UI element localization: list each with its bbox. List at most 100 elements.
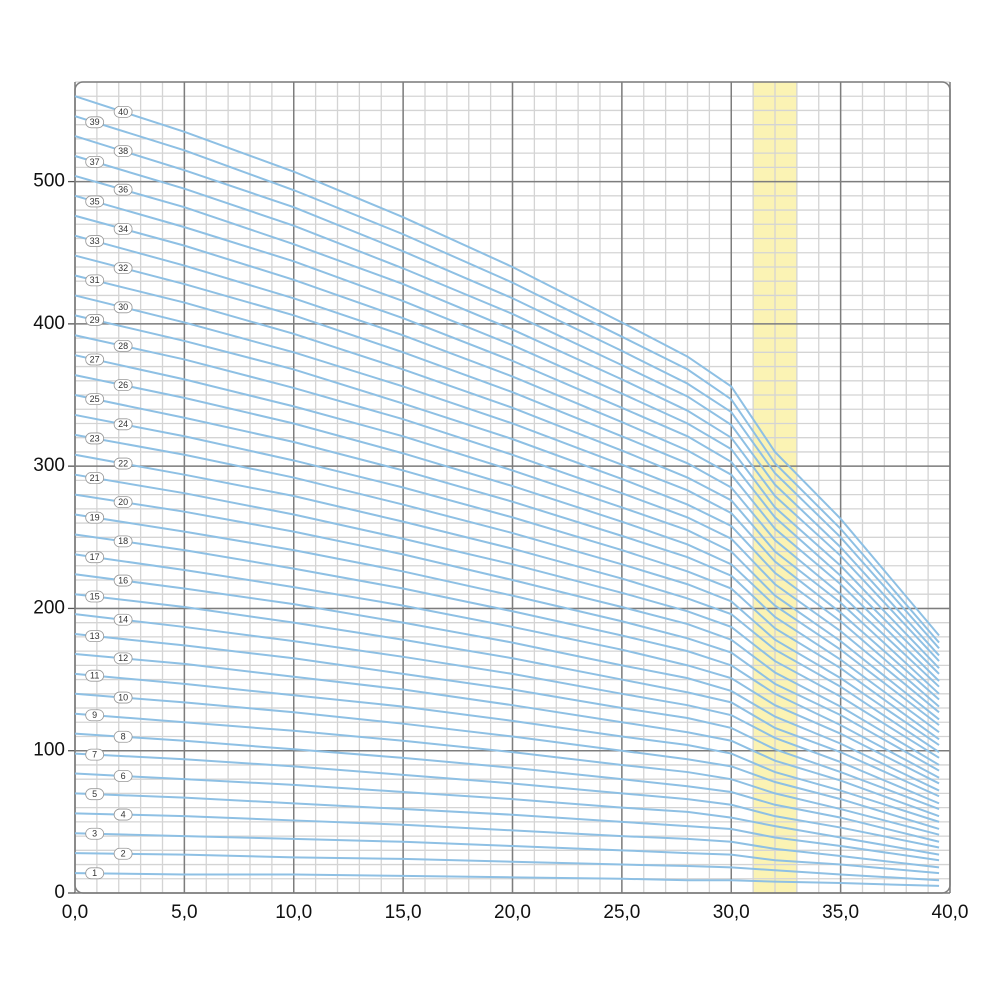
label-pill xyxy=(85,551,105,564)
curve-label: 17 xyxy=(85,551,105,564)
series-label: 8 xyxy=(121,732,126,742)
curve xyxy=(74,453,940,753)
series-label: 1 xyxy=(92,868,97,878)
curve xyxy=(74,254,940,688)
series-label: 4 xyxy=(121,809,126,819)
curve xyxy=(74,493,940,766)
curve-label: 9 xyxy=(85,709,105,722)
curve xyxy=(74,473,940,759)
curve xyxy=(74,533,940,779)
x-tick-label: 30,0 xyxy=(713,902,750,923)
series-label: 12 xyxy=(118,653,128,663)
curve xyxy=(74,672,940,823)
label-pill xyxy=(85,116,105,129)
label-pill xyxy=(113,808,133,821)
label-pill xyxy=(85,314,105,326)
label-pill xyxy=(113,496,133,509)
label-pill xyxy=(113,574,133,587)
series-label: 17 xyxy=(90,552,100,562)
label-pill xyxy=(85,748,105,761)
label-pill xyxy=(113,145,133,157)
curve-label: 26 xyxy=(113,379,133,392)
label-pill xyxy=(85,827,105,840)
x-tick-label: 25,0 xyxy=(603,902,640,923)
curve-label: 3 xyxy=(85,827,105,840)
series-label: 23 xyxy=(90,433,100,443)
series-label: 40 xyxy=(118,107,128,117)
series-label: 19 xyxy=(90,512,100,522)
series-label: 25 xyxy=(90,394,100,404)
series-label: 5 xyxy=(92,789,97,799)
series-label: 35 xyxy=(90,196,100,206)
curve xyxy=(74,652,940,818)
curve xyxy=(74,135,940,649)
curve xyxy=(74,732,940,843)
curve-label: 24 xyxy=(113,418,133,431)
curve-label: 5 xyxy=(85,788,105,801)
x-tick-label: 10,0 xyxy=(275,902,312,923)
curve-label: 6 xyxy=(113,770,133,782)
curve xyxy=(74,832,940,875)
series-label: 22 xyxy=(118,458,128,468)
curve-label: 37 xyxy=(85,155,105,168)
series-label: 10 xyxy=(118,692,128,702)
curve xyxy=(74,433,940,746)
curve xyxy=(74,394,940,734)
curve-label: 1 xyxy=(85,867,105,880)
x-tick-label: 5,0 xyxy=(171,902,197,923)
curve-label: 10 xyxy=(113,691,133,704)
label-pill xyxy=(113,691,133,704)
curve-label: 14 xyxy=(113,613,133,626)
label-pill xyxy=(85,393,105,406)
series-label: 3 xyxy=(92,829,97,839)
curve-label: 11 xyxy=(85,669,105,682)
label-pill xyxy=(85,195,105,208)
y-tick-label: 0 xyxy=(54,882,65,903)
series-label: 13 xyxy=(90,631,100,641)
label-pill xyxy=(113,770,133,782)
curve xyxy=(74,513,940,772)
curve xyxy=(74,613,940,805)
curve-label: 23 xyxy=(85,432,105,445)
curve xyxy=(74,812,940,869)
series-label: 20 xyxy=(118,497,128,507)
curve-label: 39 xyxy=(85,116,105,129)
series-label: 18 xyxy=(118,536,128,546)
label-pill xyxy=(113,418,133,431)
series-label: 2 xyxy=(121,849,126,859)
curve-label: 8 xyxy=(113,730,133,743)
series-label: 7 xyxy=(92,749,97,759)
label-pill xyxy=(85,867,105,880)
curve-label: 4 xyxy=(113,808,133,821)
curve xyxy=(74,354,940,721)
curve xyxy=(74,374,940,726)
label-pill xyxy=(113,222,133,235)
curve-label: 36 xyxy=(113,183,133,196)
curve xyxy=(74,872,940,887)
curve-label: 22 xyxy=(113,457,133,470)
label-pill xyxy=(113,340,133,352)
curve xyxy=(74,194,940,669)
curve xyxy=(74,115,940,644)
series-label: 30 xyxy=(118,302,128,312)
curve xyxy=(74,553,940,785)
label-pill xyxy=(85,472,105,484)
curve-label: 25 xyxy=(85,393,105,406)
label-pill xyxy=(85,432,105,445)
label-pill xyxy=(113,262,133,275)
curve xyxy=(74,314,940,708)
series-label: 37 xyxy=(90,157,100,167)
label-pill xyxy=(113,457,133,470)
label-pill xyxy=(113,652,133,665)
label-pill xyxy=(85,590,105,603)
label-pill xyxy=(113,301,133,314)
curve xyxy=(74,155,940,657)
label-pill xyxy=(113,730,133,743)
series-label: 24 xyxy=(118,419,128,429)
label-pill xyxy=(85,274,105,287)
curve-label: 12 xyxy=(113,652,133,665)
y-tick-label: 300 xyxy=(33,455,65,476)
label-pill xyxy=(113,535,133,548)
curve-label: 18 xyxy=(113,535,133,548)
curve xyxy=(74,712,940,836)
